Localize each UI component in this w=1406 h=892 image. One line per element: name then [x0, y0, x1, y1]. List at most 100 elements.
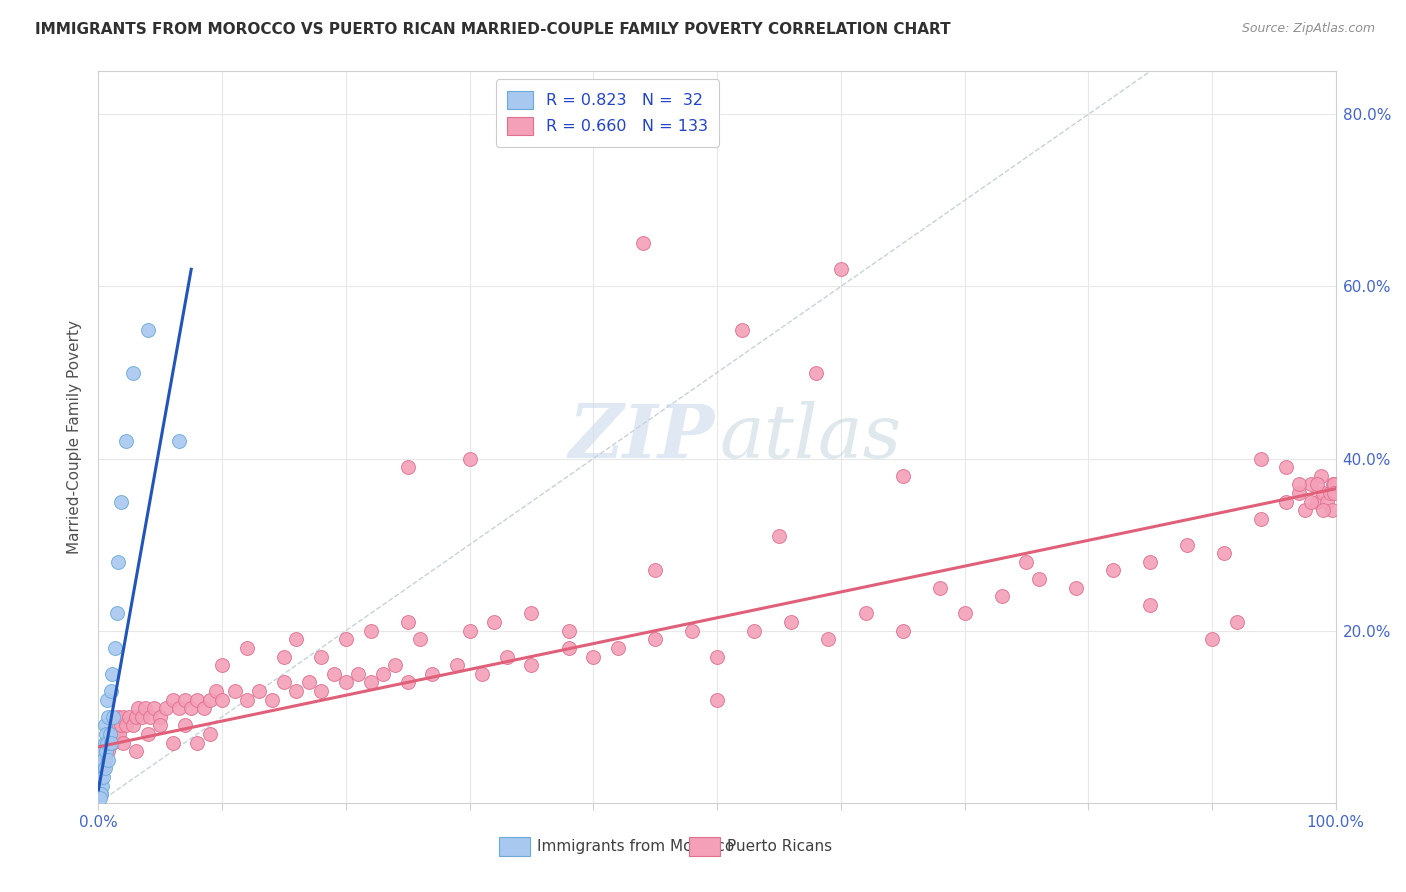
Point [706, 649, 728, 664]
Point [174, 718, 197, 732]
Point [236, 640, 259, 655]
Point [396, 675, 419, 690]
Point [817, 632, 839, 647]
Point [1028, 572, 1050, 586]
Y-axis label: Married-Couple Family Poverty: Married-Couple Family Poverty [67, 320, 83, 554]
Point [100, 735, 122, 749]
Point [1288, 486, 1310, 500]
Point [1139, 555, 1161, 569]
Point [107, 555, 129, 569]
Text: Source: ZipAtlas.com: Source: ZipAtlas.com [1241, 22, 1375, 36]
Point [1322, 477, 1344, 491]
Point [91, 779, 114, 793]
Point [335, 675, 357, 690]
Point [100, 684, 122, 698]
Point [681, 624, 703, 638]
Point [1299, 494, 1322, 508]
Point [855, 607, 877, 621]
Point [91, 761, 114, 775]
Point [1294, 503, 1316, 517]
Point [335, 632, 357, 647]
Point [990, 589, 1012, 603]
Point [134, 701, 156, 715]
Point [118, 710, 141, 724]
Point [139, 710, 162, 724]
Point [1213, 546, 1236, 560]
Point [582, 649, 605, 664]
Text: atlas: atlas [720, 401, 901, 474]
Point [1275, 494, 1298, 508]
Point [1288, 477, 1310, 491]
Point [211, 692, 233, 706]
Point [495, 649, 517, 664]
Point [105, 718, 128, 732]
Point [180, 701, 202, 715]
Point [93, 735, 115, 749]
Point [143, 701, 166, 715]
Point [557, 640, 579, 655]
Point [198, 692, 221, 706]
Point [94, 744, 117, 758]
Point [90, 761, 112, 775]
Point [90, 770, 112, 784]
Point [186, 735, 208, 749]
Point [768, 529, 790, 543]
Point [174, 692, 197, 706]
Point [644, 564, 666, 578]
Point [90, 787, 112, 801]
Text: Puerto Ricans: Puerto Ricans [727, 839, 832, 854]
Point [97, 753, 120, 767]
Point [211, 658, 233, 673]
Point [93, 761, 115, 775]
Point [742, 624, 765, 638]
Point [93, 718, 115, 732]
Point [520, 607, 543, 621]
Point [644, 632, 666, 647]
Point [89, 791, 111, 805]
Point [273, 649, 295, 664]
Point [100, 727, 122, 741]
Point [471, 666, 494, 681]
Point [1226, 615, 1249, 629]
Point [780, 615, 803, 629]
Point [114, 718, 136, 732]
Point [167, 701, 190, 715]
Point [98, 735, 121, 749]
Point [110, 718, 132, 732]
Point [706, 692, 728, 706]
Point [236, 692, 259, 706]
Point [484, 615, 506, 629]
Point [94, 744, 117, 758]
Point [1312, 503, 1334, 517]
Point [103, 710, 125, 724]
Point [186, 692, 208, 706]
Point [953, 607, 976, 621]
Point [122, 718, 145, 732]
Point [101, 735, 124, 749]
Point [298, 675, 321, 690]
Point [96, 692, 118, 706]
Point [247, 684, 270, 698]
Point [149, 718, 172, 732]
Point [396, 615, 419, 629]
Point [149, 710, 172, 724]
Point [804, 366, 827, 380]
Point [1306, 477, 1329, 491]
Point [205, 684, 228, 698]
Point [1319, 486, 1341, 500]
Text: IMMIGRANTS FROM MOROCCO VS PUERTO RICAN MARRIED-COUPLE FAMILY POVERTY CORRELATIO: IMMIGRANTS FROM MOROCCO VS PUERTO RICAN … [35, 22, 950, 37]
Point [446, 658, 468, 673]
Point [162, 692, 184, 706]
Point [1299, 477, 1322, 491]
Point [1201, 632, 1223, 647]
Point [101, 666, 124, 681]
Point [107, 710, 129, 724]
Point [1323, 477, 1346, 491]
Point [422, 666, 444, 681]
Point [322, 666, 344, 681]
Point [90, 787, 112, 801]
Point [93, 753, 115, 767]
Point [96, 735, 118, 749]
Point [103, 640, 125, 655]
Point [458, 624, 481, 638]
